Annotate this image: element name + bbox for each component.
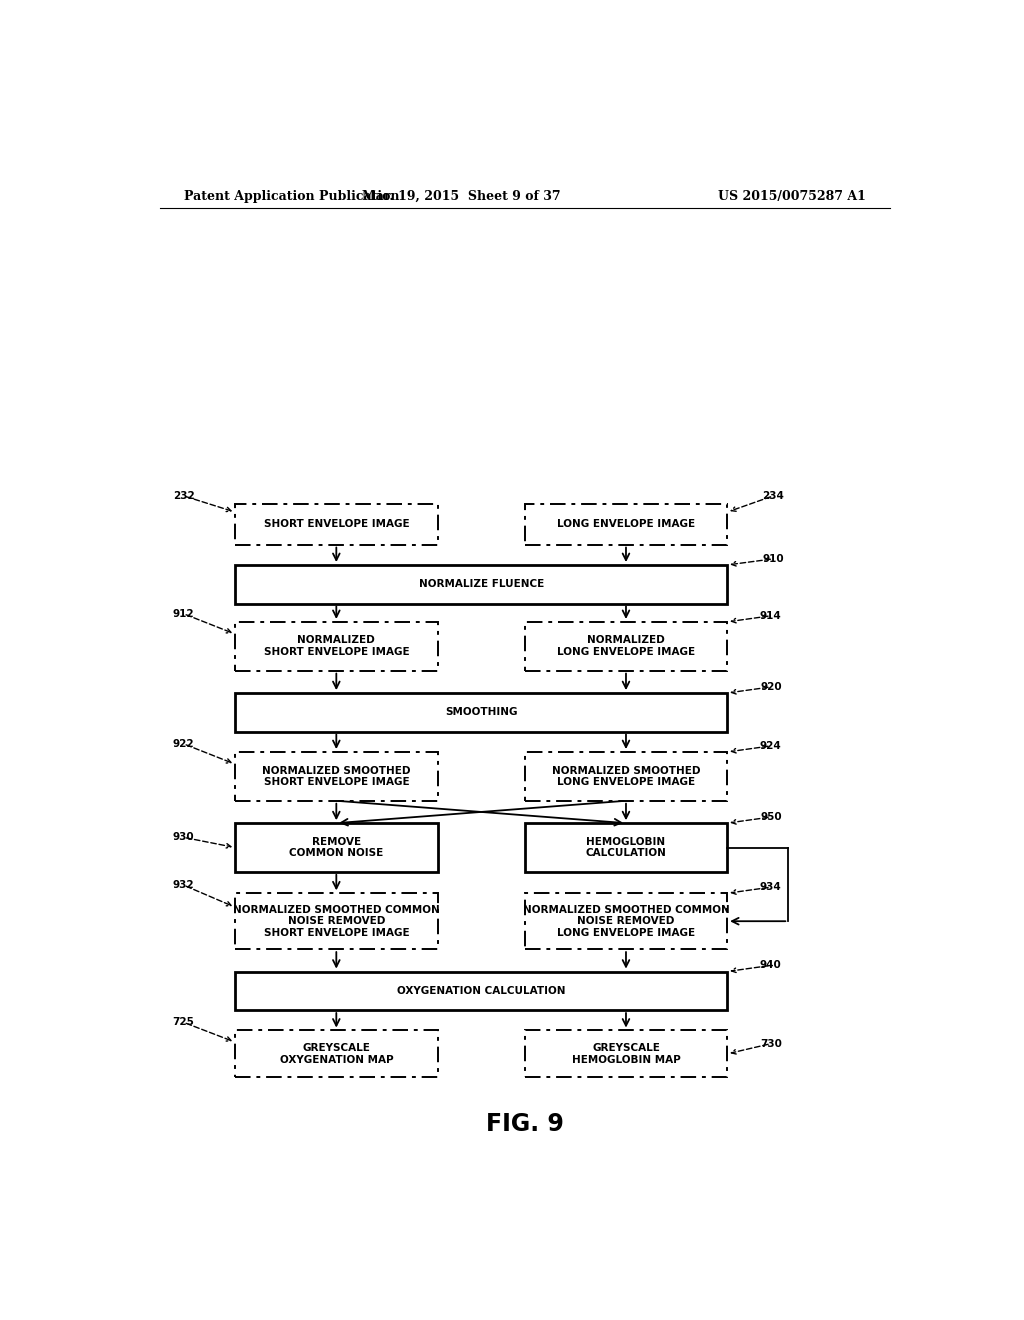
Bar <box>524 1031 727 1077</box>
Text: 934: 934 <box>760 882 781 892</box>
Text: Mar. 19, 2015  Sheet 9 of 37: Mar. 19, 2015 Sheet 9 of 37 <box>362 190 560 202</box>
Text: OXYGENATION CALCULATION: OXYGENATION CALCULATION <box>397 986 565 995</box>
Text: Patent Application Publication: Patent Application Publication <box>183 190 399 202</box>
Bar <box>524 752 727 801</box>
Text: HEMOGLOBIN
CALCULATION: HEMOGLOBIN CALCULATION <box>586 837 667 858</box>
Bar <box>524 824 727 873</box>
Text: 932: 932 <box>173 880 195 890</box>
Text: NORMALIZED SMOOTHED
LONG ENVELOPE IMAGE: NORMALIZED SMOOTHED LONG ENVELOPE IMAGE <box>552 766 700 787</box>
Bar <box>236 972 727 1010</box>
Text: 234: 234 <box>762 491 784 500</box>
Text: 730: 730 <box>760 1039 781 1048</box>
Text: GREYSCALE
OXYGENATION MAP: GREYSCALE OXYGENATION MAP <box>280 1043 393 1065</box>
Text: US 2015/0075287 A1: US 2015/0075287 A1 <box>718 190 866 202</box>
Text: 940: 940 <box>760 961 781 970</box>
Bar <box>236 565 727 603</box>
Text: 924: 924 <box>760 741 781 751</box>
Text: SMOOTHING: SMOOTHING <box>444 708 517 717</box>
Text: NORMALIZED SMOOTHED COMMON
NOISE REMOVED
LONG ENVELOPE IMAGE: NORMALIZED SMOOTHED COMMON NOISE REMOVED… <box>522 904 729 937</box>
Text: FIG. 9: FIG. 9 <box>485 1111 564 1137</box>
Bar <box>236 1031 437 1077</box>
Text: 232: 232 <box>173 491 195 500</box>
Text: 725: 725 <box>173 1018 195 1027</box>
Text: 922: 922 <box>173 739 195 748</box>
Text: GREYSCALE
HEMOGLOBIN MAP: GREYSCALE HEMOGLOBIN MAP <box>571 1043 680 1065</box>
Bar <box>236 824 437 873</box>
Bar <box>236 504 437 545</box>
Bar <box>524 894 727 949</box>
Bar <box>524 622 727 671</box>
Bar <box>524 504 727 545</box>
Bar <box>236 752 437 801</box>
Text: 930: 930 <box>173 833 195 842</box>
Text: 910: 910 <box>763 554 784 564</box>
Text: LONG ENVELOPE IMAGE: LONG ENVELOPE IMAGE <box>557 519 695 529</box>
Text: 920: 920 <box>760 682 781 692</box>
Text: NORMALIZED SMOOTHED
SHORT ENVELOPE IMAGE: NORMALIZED SMOOTHED SHORT ENVELOPE IMAGE <box>262 766 411 787</box>
Text: NORMALIZED SMOOTHED COMMON
NOISE REMOVED
SHORT ENVELOPE IMAGE: NORMALIZED SMOOTHED COMMON NOISE REMOVED… <box>232 904 439 937</box>
Text: NORMALIZED
SHORT ENVELOPE IMAGE: NORMALIZED SHORT ENVELOPE IMAGE <box>263 635 410 657</box>
Bar <box>236 693 727 731</box>
Text: 950: 950 <box>760 812 781 822</box>
Text: SHORT ENVELOPE IMAGE: SHORT ENVELOPE IMAGE <box>263 519 410 529</box>
Text: NORMALIZED
LONG ENVELOPE IMAGE: NORMALIZED LONG ENVELOPE IMAGE <box>557 635 695 657</box>
Bar <box>236 622 437 671</box>
Text: REMOVE
COMMON NOISE: REMOVE COMMON NOISE <box>289 837 383 858</box>
Text: NORMALIZE FLUENCE: NORMALIZE FLUENCE <box>419 579 544 589</box>
Bar <box>236 894 437 949</box>
Text: 912: 912 <box>173 609 195 619</box>
Text: 914: 914 <box>760 611 781 620</box>
